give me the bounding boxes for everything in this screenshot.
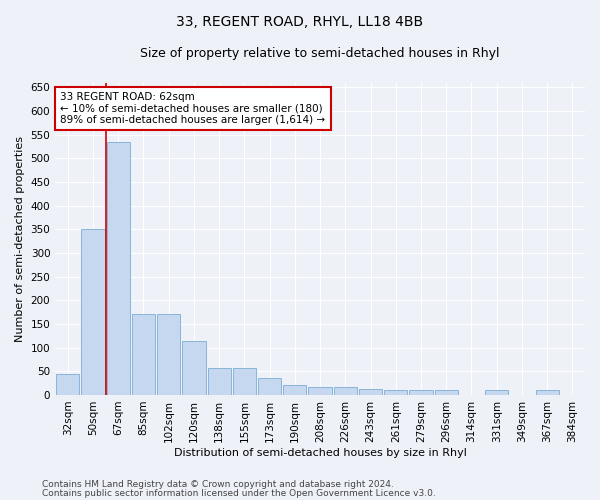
Y-axis label: Number of semi-detached properties: Number of semi-detached properties: [15, 136, 25, 342]
Text: 33, REGENT ROAD, RHYL, LL18 4BB: 33, REGENT ROAD, RHYL, LL18 4BB: [176, 15, 424, 29]
X-axis label: Distribution of semi-detached houses by size in Rhyl: Distribution of semi-detached houses by …: [173, 448, 467, 458]
Bar: [208, 368, 231, 395]
Bar: [56, 374, 79, 395]
Bar: [359, 390, 382, 395]
Bar: [157, 314, 181, 395]
Bar: [107, 142, 130, 395]
Text: Contains HM Land Registry data © Crown copyright and database right 2024.: Contains HM Land Registry data © Crown c…: [42, 480, 394, 489]
Text: Contains public sector information licensed under the Open Government Licence v3: Contains public sector information licen…: [42, 488, 436, 498]
Bar: [409, 390, 433, 395]
Bar: [308, 387, 332, 395]
Bar: [384, 390, 407, 395]
Text: 33 REGENT ROAD: 62sqm
← 10% of semi-detached houses are smaller (180)
89% of sem: 33 REGENT ROAD: 62sqm ← 10% of semi-deta…: [61, 92, 326, 125]
Title: Size of property relative to semi-detached houses in Rhyl: Size of property relative to semi-detach…: [140, 48, 500, 60]
Bar: [258, 378, 281, 395]
Bar: [233, 368, 256, 395]
Bar: [334, 387, 357, 395]
Bar: [82, 230, 104, 395]
Bar: [485, 390, 508, 395]
Bar: [182, 340, 206, 395]
Bar: [536, 390, 559, 395]
Bar: [434, 390, 458, 395]
Bar: [132, 314, 155, 395]
Bar: [283, 386, 307, 395]
